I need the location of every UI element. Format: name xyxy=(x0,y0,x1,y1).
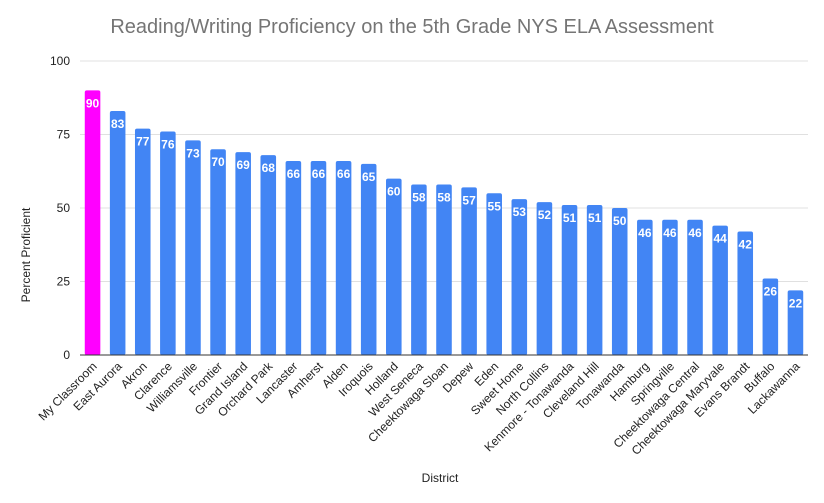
data-label: 66 xyxy=(337,167,351,181)
data-label: 46 xyxy=(638,226,652,240)
bar xyxy=(436,184,452,355)
bars xyxy=(84,90,804,356)
bar xyxy=(134,128,151,355)
bar xyxy=(586,205,603,355)
bar xyxy=(687,219,703,355)
data-label: 66 xyxy=(287,167,301,181)
data-label: 66 xyxy=(312,167,326,181)
bar xyxy=(285,160,302,355)
bar xyxy=(235,152,251,355)
data-label: 58 xyxy=(437,190,451,204)
data-label: 83 xyxy=(111,117,125,131)
data-label: 50 xyxy=(613,214,627,228)
data-label: 22 xyxy=(789,296,803,310)
y-axis-label: Percent Proficient xyxy=(19,207,33,302)
y-tick-label: 75 xyxy=(57,128,71,142)
data-label: 42 xyxy=(739,238,753,252)
data-label: 77 xyxy=(136,135,150,149)
data-label: 51 xyxy=(588,211,602,225)
data-label: 60 xyxy=(387,185,401,199)
data-label: 65 xyxy=(362,170,376,184)
data-label: 68 xyxy=(262,161,276,175)
data-labels: 90 83 77 76 73 70 69 68 66 66 66 65 60 58 58 57 55 53 52 51… xyxy=(86,96,803,310)
bar xyxy=(210,149,226,355)
data-label: 73 xyxy=(186,146,200,160)
bar xyxy=(787,290,804,355)
bar xyxy=(260,155,277,355)
data-label: 52 xyxy=(538,208,552,222)
data-label: 57 xyxy=(462,193,476,207)
data-label: 55 xyxy=(488,199,502,213)
data-label: 69 xyxy=(236,158,250,172)
bar xyxy=(185,140,201,355)
bar xyxy=(486,193,502,355)
data-label: 44 xyxy=(713,232,727,246)
bar xyxy=(536,202,553,355)
data-label: 70 xyxy=(211,155,225,169)
data-label: 58 xyxy=(412,190,426,204)
bar xyxy=(84,90,101,356)
bar xyxy=(109,110,126,355)
y-tick-label: 0 xyxy=(63,348,70,362)
data-label: 26 xyxy=(764,285,778,299)
bar xyxy=(611,208,628,355)
data-label: 90 xyxy=(86,96,100,110)
bar xyxy=(386,178,402,355)
bar xyxy=(411,184,427,355)
y-axis-ticks: 0 25 50 75 100 xyxy=(50,54,70,362)
bar xyxy=(360,163,377,355)
bar xyxy=(461,187,477,355)
data-label: 46 xyxy=(663,226,677,240)
chart-title: Reading/Writing Proficiency on the 5th G… xyxy=(110,16,714,38)
bar xyxy=(335,160,352,355)
data-label: 53 xyxy=(513,205,527,219)
bar xyxy=(160,131,176,355)
y-tick-label: 25 xyxy=(57,275,71,289)
bar xyxy=(762,278,779,355)
data-label: 51 xyxy=(563,211,577,225)
x-axis-label: District xyxy=(422,471,459,485)
bar xyxy=(637,219,653,355)
data-label: 76 xyxy=(161,138,175,152)
y-tick-label: 100 xyxy=(50,54,70,68)
y-tick-label: 50 xyxy=(57,201,71,215)
bar xyxy=(737,231,754,355)
bar xyxy=(310,160,327,355)
data-label: 46 xyxy=(688,226,702,240)
bar xyxy=(511,199,528,355)
bar xyxy=(662,219,678,355)
bar xyxy=(712,225,728,355)
bar xyxy=(561,205,578,355)
